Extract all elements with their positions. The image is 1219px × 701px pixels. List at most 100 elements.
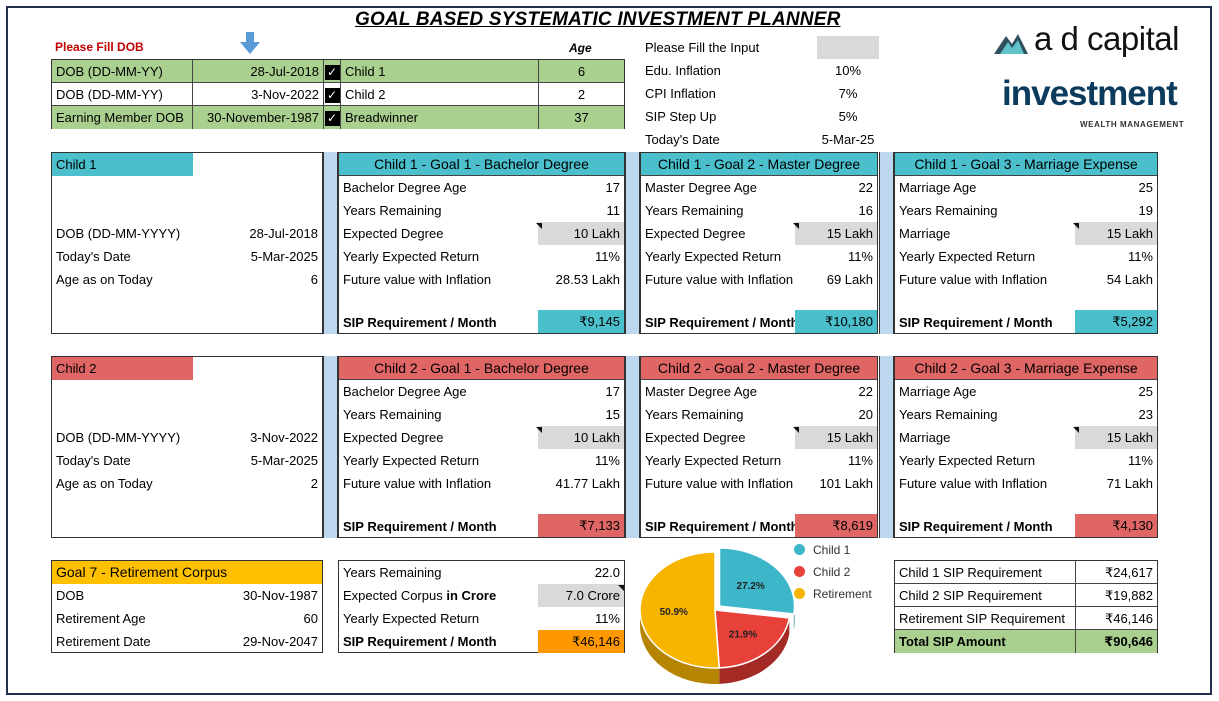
- expected-amount-input[interactable]: 15 Lakh: [795, 426, 877, 449]
- expected-amount-input[interactable]: 15 Lakh: [1075, 426, 1157, 449]
- child-name-header: Child 1: [52, 153, 193, 176]
- retirement-sip-value: ₹46,146: [538, 630, 624, 653]
- checkbox-checked[interactable]: ✓: [324, 60, 341, 83]
- input-value[interactable]: 7%: [838, 86, 858, 101]
- dob-value-input[interactable]: 3-Nov-2022: [193, 83, 324, 106]
- legend-label: Child 2: [813, 565, 851, 579]
- logo-line1: a d capital: [1034, 20, 1179, 57]
- dob-value-input[interactable]: 30-November-1987: [193, 106, 324, 129]
- goal-row-label: Yearly Expected Return: [343, 453, 480, 468]
- column-separator: [879, 152, 894, 334]
- expected-amount-input[interactable]: 15 Lakh: [1075, 222, 1157, 245]
- goal-row-label: Expected Degree: [343, 226, 444, 241]
- dob-label: Earning Member DOB: [52, 106, 193, 129]
- pie-slice-side: [640, 610, 720, 684]
- goal-title: Child 2 - Goal 1 - Bachelor Degree: [339, 357, 624, 380]
- child-name-header: Child 2: [52, 357, 193, 380]
- input-label: SIP Step Up: [645, 109, 717, 124]
- sip-label: SIP Requirement / Month: [343, 315, 497, 330]
- dropdown-marker-icon: [1073, 427, 1079, 433]
- child-info-label: Today's Date: [56, 249, 131, 264]
- retirement-row-value: 11%: [594, 611, 620, 626]
- goal-row-label: Expected Degree: [645, 430, 746, 445]
- dropdown-marker-icon: [536, 223, 542, 229]
- sip-value: ₹7,133: [538, 514, 624, 537]
- input-label: Edu. Inflation: [645, 63, 721, 78]
- dob-value-input[interactable]: 28-Jul-2018: [193, 60, 324, 83]
- expected-amount-input[interactable]: 10 Lakh: [538, 426, 624, 449]
- expected-corpus-input[interactable]: 7.0 Crore: [538, 584, 624, 607]
- checkbox-checked[interactable]: ✓: [324, 106, 341, 129]
- pie-slice-child-2: [714, 609, 791, 669]
- check-icon: ✓: [324, 111, 340, 127]
- goal-row-value: 23: [1138, 407, 1153, 422]
- goal-row-value: 11%: [594, 249, 620, 264]
- goal-row-label: Marriage: [899, 226, 951, 241]
- child-info-value: 2: [310, 476, 318, 491]
- pie-data-label: 27.2%: [736, 581, 764, 592]
- dropdown-marker-icon: [536, 427, 542, 433]
- goal-box: [894, 356, 1158, 538]
- goal-row-label: Years Remaining: [899, 407, 998, 422]
- sip-value: ₹5,292: [1075, 310, 1157, 333]
- retirement-row-label: Years Remaining: [343, 565, 442, 580]
- legend-item: Child 1: [794, 542, 850, 558]
- goal-box: [640, 356, 878, 538]
- dob-table: DOB (DD-MM-YY) 28-Jul-2018 ✓ Child 1 6 DOB (D…: [51, 59, 625, 129]
- goal-row-value: 22: [858, 384, 873, 399]
- sheet-frame: [6, 6, 1212, 695]
- column-separator: [625, 356, 640, 538]
- child-info-label: Age as on Today: [56, 272, 153, 287]
- goal-row-label: Years Remaining: [899, 203, 998, 218]
- dropdown-marker-icon: [793, 427, 799, 433]
- legend-item: Child 2: [794, 564, 850, 580]
- dropdown-marker-icon: [793, 223, 799, 229]
- goal-title: Child 1 - Goal 1 - Bachelor Degree: [339, 153, 624, 176]
- member-age: 6: [539, 60, 624, 83]
- goal-row-label: Years Remaining: [645, 407, 744, 422]
- expected-amount-input[interactable]: 15 Lakh: [795, 222, 877, 245]
- retirement-info-box: [51, 560, 323, 653]
- input-placeholder-cell[interactable]: [817, 36, 879, 59]
- inputs-table: Edu. Inflation 10% CPI Inflation 7% SIP Step…: [641, 59, 881, 151]
- input-value[interactable]: 5-Mar-25: [821, 132, 875, 147]
- goal-title: Child 1 - Goal 3 - Marriage Expense: [895, 153, 1157, 176]
- goal-row-value: 19: [1138, 203, 1153, 218]
- goal-row-label: Future value with Inflation: [645, 476, 794, 491]
- sip-label: SIP Requirement / Month: [645, 315, 799, 330]
- goal-box: [338, 356, 625, 538]
- dob-label: DOB (DD-MM-YY): [52, 83, 193, 106]
- legend-label: Retirement: [813, 587, 872, 601]
- goal-row-value: 17: [605, 384, 620, 399]
- retirement-info-label: DOB: [56, 588, 85, 603]
- down-arrow-icon: [238, 31, 262, 58]
- summary-value: ₹46,146: [1076, 607, 1157, 630]
- child-info-value: 5-Mar-2025: [250, 453, 318, 468]
- input-label: CPI Inflation: [645, 86, 716, 101]
- retirement-goal-box: [338, 560, 625, 653]
- column-separator: [323, 152, 338, 334]
- goal-title: Child 2 - Goal 2 - Master Degree: [641, 357, 877, 380]
- sip-value: ₹9,145: [538, 310, 624, 333]
- legend-item: Retirement: [794, 586, 872, 602]
- checkbox-checked[interactable]: ✓: [324, 83, 341, 106]
- expected-amount-input[interactable]: 10 Lakh: [538, 222, 624, 245]
- input-value[interactable]: 5%: [838, 109, 858, 124]
- member-age: 37: [539, 106, 624, 129]
- legend-color-dot: [794, 566, 805, 577]
- summary-label: Child 1 SIP Requirement: [895, 561, 1076, 584]
- goal-row-label: Future value with Inflation: [899, 272, 1048, 287]
- sip-pie-chart: 27.2% 21.9% 50.9%: [639, 548, 796, 684]
- child-info-box: [51, 152, 323, 334]
- check-icon: ✓: [324, 65, 340, 81]
- member-name: Child 1: [341, 60, 539, 83]
- goal-row-label: Yearly Expected Return: [343, 249, 480, 264]
- summary-value: ₹24,617: [1076, 561, 1157, 584]
- summary-label: Retirement SIP Requirement: [895, 607, 1076, 630]
- input-value[interactable]: 10%: [834, 63, 862, 78]
- goal-row-value: 17: [605, 180, 620, 195]
- column-separator: [625, 152, 640, 334]
- column-separator: [879, 356, 894, 538]
- total-sip-value: ₹90,646: [1076, 630, 1157, 653]
- member-name: Breadwinner: [341, 106, 539, 129]
